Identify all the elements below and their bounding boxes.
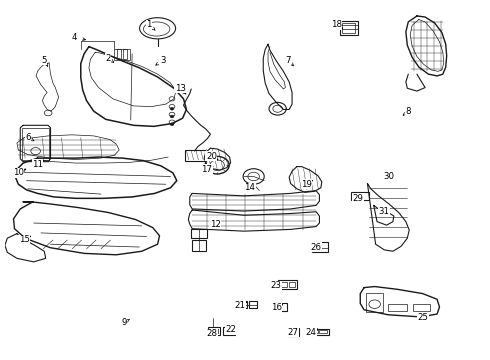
Text: 19: 19 bbox=[301, 180, 312, 189]
Text: 12: 12 bbox=[210, 220, 220, 229]
Bar bbox=[312, 242, 328, 252]
Text: 28: 28 bbox=[207, 329, 218, 338]
Bar bbox=[342, 23, 355, 33]
Bar bbox=[288, 328, 299, 336]
Bar bbox=[366, 293, 383, 312]
Bar bbox=[22, 128, 49, 159]
Text: 6: 6 bbox=[25, 133, 31, 142]
Text: 27: 27 bbox=[288, 328, 298, 337]
Text: 15: 15 bbox=[19, 235, 29, 244]
Text: 22: 22 bbox=[225, 325, 236, 334]
Bar bbox=[208, 328, 220, 334]
Bar bbox=[223, 328, 235, 334]
Bar bbox=[249, 301, 257, 308]
Bar bbox=[289, 282, 295, 287]
Text: 8: 8 bbox=[406, 107, 411, 116]
Bar bbox=[340, 21, 358, 35]
Text: 30: 30 bbox=[384, 172, 394, 181]
Text: 13: 13 bbox=[174, 84, 186, 93]
Text: 10: 10 bbox=[13, 168, 24, 177]
Bar bbox=[308, 329, 329, 334]
Bar bbox=[192, 240, 206, 251]
Bar bbox=[388, 304, 407, 311]
Text: 29: 29 bbox=[352, 194, 363, 203]
Text: 11: 11 bbox=[32, 159, 43, 168]
Text: 4: 4 bbox=[72, 33, 77, 42]
Text: 31: 31 bbox=[379, 207, 390, 216]
Bar bbox=[413, 304, 430, 311]
Circle shape bbox=[170, 107, 174, 110]
Bar bbox=[351, 192, 369, 201]
Text: 1: 1 bbox=[146, 20, 152, 29]
Bar bbox=[185, 150, 205, 161]
Circle shape bbox=[170, 115, 174, 118]
Text: 2: 2 bbox=[105, 54, 111, 63]
Text: 23: 23 bbox=[270, 282, 282, 290]
Bar bbox=[278, 280, 297, 289]
Text: 3: 3 bbox=[161, 55, 166, 64]
Text: 14: 14 bbox=[245, 183, 255, 192]
Text: 25: 25 bbox=[417, 313, 428, 322]
Text: 9: 9 bbox=[122, 318, 127, 327]
Text: 18: 18 bbox=[331, 20, 342, 29]
Bar bbox=[117, 49, 121, 59]
Text: 7: 7 bbox=[286, 55, 291, 64]
Text: 24: 24 bbox=[306, 328, 317, 337]
Bar bbox=[114, 49, 130, 60]
Bar bbox=[274, 303, 287, 311]
Bar bbox=[276, 304, 281, 309]
Text: 20: 20 bbox=[206, 152, 217, 161]
Bar bbox=[353, 193, 362, 199]
Text: 16: 16 bbox=[270, 303, 282, 312]
Text: 17: 17 bbox=[201, 165, 212, 174]
Bar bbox=[280, 282, 287, 287]
Bar bbox=[310, 330, 318, 333]
Bar bbox=[235, 301, 247, 308]
Text: 5: 5 bbox=[42, 55, 47, 64]
Bar bbox=[209, 329, 218, 333]
Bar bbox=[290, 330, 297, 334]
Bar bbox=[123, 49, 127, 59]
Text: 21: 21 bbox=[235, 301, 245, 310]
Circle shape bbox=[170, 123, 174, 126]
Bar bbox=[191, 229, 207, 238]
Text: 26: 26 bbox=[311, 243, 321, 252]
Bar bbox=[319, 330, 327, 333]
